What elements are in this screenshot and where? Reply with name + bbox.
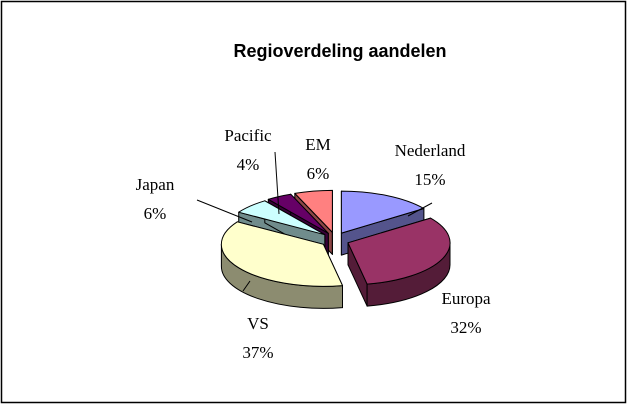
leader-line (196, 199, 253, 223)
slice-label: EM (305, 135, 331, 154)
slice-label: Pacific (224, 126, 272, 145)
value-label: 15% (414, 170, 445, 189)
value-label: 32% (450, 318, 481, 337)
slice-label: Japan (136, 175, 175, 194)
slice-label: VS (247, 314, 269, 333)
chart-title: Regioverdeling aandelen (233, 41, 446, 61)
slice (347, 217, 451, 285)
slice (340, 190, 425, 234)
leader-line (242, 280, 251, 292)
slice (238, 200, 326, 236)
value-label: 6% (144, 204, 167, 223)
slice-label: Europa (441, 289, 491, 308)
value-label: 4% (237, 155, 260, 174)
leader-line (274, 151, 280, 215)
leader-lines (196, 151, 433, 292)
slice-label: Nederland (395, 141, 466, 160)
leader-line (407, 202, 433, 217)
pie (220, 189, 451, 309)
slice (267, 193, 329, 234)
slice (220, 221, 343, 287)
value-label: 37% (242, 343, 273, 362)
slice (294, 189, 333, 233)
value-label: 6% (307, 164, 330, 183)
